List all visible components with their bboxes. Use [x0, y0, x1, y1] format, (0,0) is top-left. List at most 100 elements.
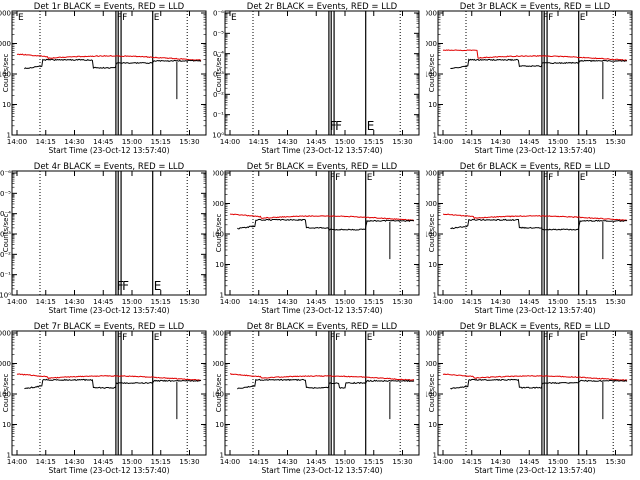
x-tick-label: 15:15: [577, 138, 597, 146]
x-tick-label: 14:30: [64, 298, 84, 306]
plot-frame: [224, 330, 420, 456]
detector-panel: Det 8r BLACK = Events, RED = LLD 1 10 100 10…: [213, 320, 426, 480]
flag-annotation: E: [580, 333, 586, 343]
x-axis-label: Start Time (23-Oct-12 13:57:40): [48, 146, 169, 155]
plot-frame: [224, 10, 420, 136]
x-tick-label: 14:00: [433, 138, 453, 146]
flag-annotation: F: [548, 333, 553, 343]
x-tick-label: 14:30: [277, 138, 297, 146]
events-series-line: [237, 378, 415, 390]
y-tick-label: 100: [0, 391, 11, 399]
flag-annotation: E: [154, 13, 160, 23]
x-tick-label: 14:00: [7, 298, 27, 306]
y-tick-label: 1: [220, 452, 224, 460]
chart-title: Det 9r BLACK = Events, RED = LLD: [460, 322, 611, 332]
x-tick-label: 14:30: [277, 458, 297, 466]
flag-annotation: E: [154, 279, 162, 293]
detector-chart: Det 4r BLACK = Events, RED = LLD 10⁰ 10⁻¹ 1…: [0, 162, 207, 315]
x-tick-label: 15:00: [122, 458, 142, 466]
x-tick-label: 14:15: [462, 138, 482, 146]
flag-annotation: E: [231, 13, 237, 23]
x-tick-label: 14:30: [490, 458, 510, 466]
y-tick-label: 10⁻⁴: [0, 210, 11, 218]
detector-panel: Det 5r BLACK = Events, RED = LLD 1 10 100 10…: [213, 160, 426, 320]
events-series-line: [24, 58, 202, 70]
detector-chart: Det 8r BLACK = Events, RED = LLD 1 10 100 10…: [213, 322, 420, 475]
y-tick-label: 1: [7, 132, 11, 140]
x-tick-label: 14:15: [462, 458, 482, 466]
x-tick-label: 15:30: [392, 298, 412, 306]
x-tick-label: 14:30: [277, 298, 297, 306]
y-tick-label: 10: [428, 101, 437, 109]
y-axis-label: Counts/sec: [2, 374, 10, 413]
x-tick-label: 15:15: [151, 458, 171, 466]
x-tick-label: 14:30: [64, 458, 84, 466]
x-tick-label: 15:15: [151, 298, 171, 306]
x-tick-label: 15:00: [548, 458, 568, 466]
flag-annotation: E: [580, 13, 586, 23]
y-tick-label: 100: [213, 231, 224, 239]
events-series-line: [24, 378, 202, 390]
y-tick-label: 10⁻³: [0, 231, 11, 239]
flag-annotation: F: [543, 173, 548, 183]
x-tick-label: 15:00: [122, 298, 142, 306]
flag-annotation: F: [122, 13, 127, 23]
x-tick-label: 14:00: [433, 458, 453, 466]
y-axis-label: Counts/sec: [215, 54, 223, 93]
events-series-line: [450, 58, 628, 70]
chart-title: Det 7r BLACK = Events, RED = LLD: [34, 322, 185, 332]
flag-annotation: E: [367, 119, 375, 133]
x-tick-label: 14:45: [306, 298, 326, 306]
y-tick-label: 10: [2, 101, 11, 109]
x-tick-label: 14:15: [249, 138, 269, 146]
x-tick-label: 15:30: [392, 458, 412, 466]
y-tick-label: 10⁰: [0, 292, 11, 300]
detector-chart: Det 2r BLACK = Events, RED = LLD 10⁰ 10⁻¹ 1…: [213, 2, 420, 155]
x-tick-label: 15:00: [335, 458, 355, 466]
lld-series-line: [16, 373, 202, 381]
events-series-line: [450, 218, 628, 231]
lld-series-line: [229, 373, 415, 381]
y-axis-label: Counts/sec: [215, 374, 223, 413]
flag-annotation: F: [335, 119, 342, 133]
plot-frame: [11, 10, 207, 136]
flag-annotation: F: [548, 173, 553, 183]
flag-annotation: F: [117, 13, 122, 23]
x-tick-label: 14:45: [519, 458, 539, 466]
x-tick-label: 14:15: [36, 458, 56, 466]
x-tick-label: 14:45: [93, 458, 113, 466]
x-axis-label: Start Time (23-Oct-12 13:57:40): [261, 146, 382, 155]
flag-annotation: F: [117, 279, 124, 293]
lld-series-line: [442, 49, 628, 61]
flag-annotation: F: [543, 13, 548, 23]
x-axis-label: Start Time (23-Oct-12 13:57:40): [474, 466, 595, 475]
flag-annotation: E: [580, 173, 586, 183]
detector-chart: Det 7r BLACK = Events, RED = LLD 1 10 100 10…: [0, 322, 207, 475]
y-tick-label: 10⁻²: [213, 91, 224, 99]
flag-annotation: F: [335, 333, 340, 343]
y-axis-label: Counts/sec: [2, 54, 10, 93]
flag-annotation: E: [367, 173, 373, 183]
x-tick-label: 14:15: [36, 298, 56, 306]
y-tick-label: 10⁻²: [0, 251, 11, 259]
x-axis-label: Start Time (23-Oct-12 13:57:40): [474, 306, 595, 315]
plot-frame: [437, 10, 633, 136]
detector-chart: Det 1r BLACK = Events, RED = LLD 1 10 100 10…: [0, 2, 207, 155]
x-tick-label: 15:30: [179, 138, 199, 146]
y-tick-label: 1: [433, 132, 437, 140]
x-tick-label: 14:00: [7, 138, 27, 146]
chart-title: Det 3r BLACK = Events, RED = LLD: [460, 2, 611, 12]
x-tick-label: 15:00: [335, 138, 355, 146]
